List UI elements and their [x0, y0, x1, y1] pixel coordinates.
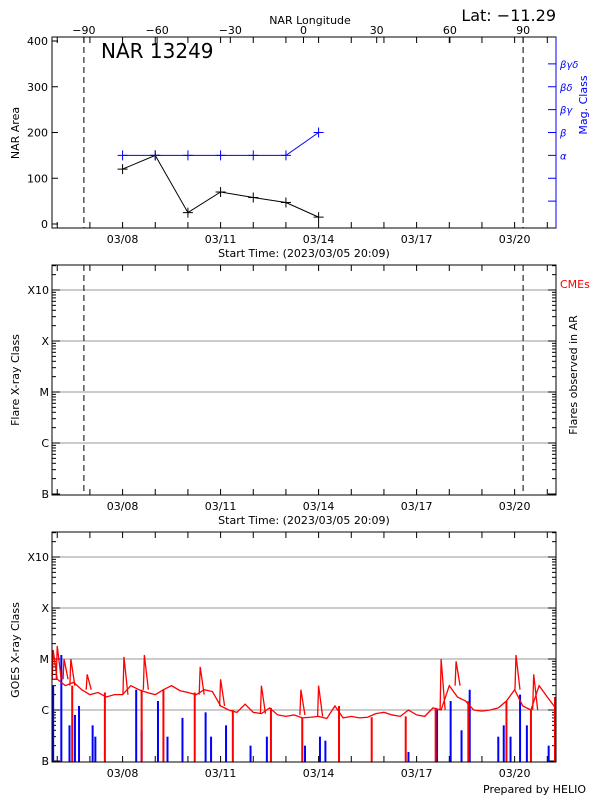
y-tick-label: X10 [27, 284, 49, 297]
nar-area-panel: 0 100 200 300 400 αβ βγ βδ βγδ −90 −60 −30 0 30 60 90 03… [27, 24, 578, 246]
plot-frame [51, 264, 557, 496]
longitude-axis-label: NAR Longitude [269, 14, 351, 27]
area-point [117, 164, 128, 175]
y-tick-label: X [41, 335, 49, 348]
long-channel-flare [122, 656, 129, 695]
y-tick-label: 100 [27, 172, 48, 185]
y-tick-label: B [41, 488, 49, 501]
mag-class-point [313, 127, 324, 138]
y-tick-label: B [41, 755, 49, 768]
area-point [215, 186, 226, 197]
y2-tick-label: βδ [559, 83, 573, 94]
longitude-tick-label: 0 [300, 24, 307, 37]
longitude-tick-label: 90 [516, 24, 530, 37]
long-channel-flare [454, 661, 461, 686]
mag-class-axis-label: Mag. Class [577, 75, 590, 134]
x-tick-label: 03/08 [107, 233, 139, 246]
long-channel-flare [55, 645, 62, 680]
plot-frame [51, 36, 557, 229]
longitude-tick-label: 60 [443, 24, 457, 37]
x-tick-label: 03/20 [499, 233, 531, 246]
y-tick-label: M [40, 653, 50, 666]
x-tick-label: 03/14 [303, 500, 335, 513]
x-tick-label: 03/08 [107, 500, 139, 513]
long-channel-flare [62, 658, 69, 680]
x-tick-label: 03/11 [205, 500, 237, 513]
long-channel-flare [316, 685, 324, 717]
mag-class-point [182, 150, 193, 161]
long-channel-flare [532, 674, 539, 711]
x-tick-label: 03/20 [499, 500, 531, 513]
mag-class-point [215, 150, 226, 161]
y-tick-label: 200 [27, 127, 48, 140]
mag-class-point [117, 150, 128, 161]
flares-observed-label: Flares observed in AR [567, 315, 580, 435]
area-point [280, 197, 291, 208]
footer-credit: Prepared by HELIO [483, 783, 586, 796]
cmes-legend: CMEs [560, 278, 590, 291]
long-channel-flare [85, 674, 92, 690]
plot-frame [51, 531, 557, 763]
area-axis-label: NAR Area [9, 107, 22, 159]
y-tick-label: 300 [27, 81, 48, 94]
y-tick-label: 0 [41, 218, 48, 231]
mag-class-point [150, 150, 161, 161]
y-tick-label: 400 [27, 35, 48, 48]
x-tick-label: 03/14 [303, 767, 335, 780]
y-tick-label: M [40, 386, 50, 399]
long-channel-flare [259, 685, 267, 714]
x-tick-label: 03/17 [401, 233, 433, 246]
longitude-tick-label: 30 [370, 24, 384, 37]
area-line [122, 154, 319, 218]
long-channel-flare [218, 679, 226, 707]
start-time-label-2: Start Time: (2023/03/05 20:09) [218, 514, 390, 527]
y2-tick-label: β [559, 129, 567, 140]
area-point [182, 207, 193, 218]
y-tick-label: X [41, 602, 49, 615]
long-channel-flare [514, 654, 521, 690]
long-channel-flare [198, 666, 205, 695]
y2-tick-label: α [560, 151, 567, 162]
long-channel-flare [69, 658, 76, 686]
x-tick-label: 03/17 [401, 767, 433, 780]
y-tick-label: C [41, 704, 49, 717]
y2-tick-label: βγ [559, 106, 573, 117]
goes-class-axis-label: GOES X-ray Class [9, 602, 22, 698]
area-point [248, 192, 259, 203]
mag-class-point [248, 150, 259, 161]
long-channel-flare [142, 654, 150, 690]
long-channel-flare [439, 658, 446, 711]
y-tick-label: C [41, 437, 49, 450]
start-time-label: Start Time: (2023/03/05 20:09) [218, 247, 390, 260]
y2-tick-label: βγδ [559, 60, 578, 71]
x-tick-label: 03/08 [107, 767, 139, 780]
x-tick-label: 03/14 [303, 233, 335, 246]
area-point [313, 212, 324, 223]
flare-class-panel: B C M X X10 03/08 03/11 03/14 03/17 03/20 [27, 264, 557, 513]
x-tick-label: 03/11 [205, 767, 237, 780]
y-tick-label: X10 [27, 551, 49, 564]
longitude-tick-label: −60 [145, 24, 168, 37]
longitude-tick-label: −90 [72, 24, 95, 37]
x-tick-label: 03/11 [205, 233, 237, 246]
x-tick-label: 03/17 [401, 500, 433, 513]
long-channel-flare [299, 689, 306, 716]
mag-class-point [280, 150, 291, 161]
latitude-label: Lat: −11.29 [461, 6, 556, 25]
longitude-tick-label: −30 [219, 24, 242, 37]
flare-class-axis-label: Flare X-ray Class [9, 334, 22, 426]
goes-xray-panel: B C M X X10 03/08 03/11 03/14 03/17 03/20 [27, 531, 557, 780]
x-tick-label: 03/20 [499, 767, 531, 780]
